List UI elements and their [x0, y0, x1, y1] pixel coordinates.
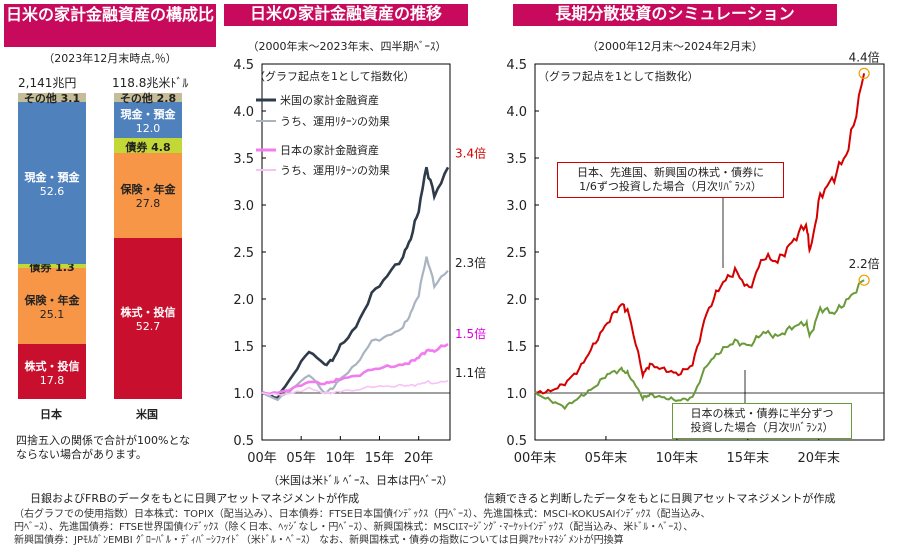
chart3-ylabel-7: 4.0 [506, 105, 527, 120]
chart2-ylabel-2: 1.5 [233, 340, 254, 355]
chart3-ylabel-1: 1.0 [506, 387, 527, 402]
chart2-legend-label-0: 米国の家計金融資産 [280, 93, 379, 107]
chart2-ylabel-4: 2.5 [233, 246, 254, 261]
chart2-ylabel-5: 3.0 [233, 199, 254, 214]
us-label: 米国 [136, 406, 158, 422]
chart2-series-2 [262, 344, 448, 394]
chart3-xlabel-3: 15年末 [727, 451, 770, 466]
chart2-xlabel-2: 10年 [326, 451, 356, 466]
chart2-end-label-3: 1.1倍 [455, 365, 486, 380]
panel2-subtitle: （2000年末～2023年末、四半期ﾍﾞｰｽ） [216, 38, 478, 54]
chart3-ylabel-8: 4.5 [506, 58, 527, 73]
chart3-end-label-1: 2.2倍 [849, 256, 880, 271]
chart2-end-label-2: 1.5倍 [455, 326, 486, 341]
chart3-ylabel-6: 3.5 [506, 152, 527, 167]
bar-us-label-stocks: 株式・投信 52.7 [110, 304, 186, 333]
panel3-inner-note: （グラフ起点を1として指数化） [538, 68, 699, 84]
chart2-xlabel-1: 05年 [286, 451, 316, 466]
chart2-ylabel-7: 4.0 [233, 105, 254, 120]
chart2-legend-label-3: うち、運用ﾘﾀｰﾝの効果 [280, 163, 390, 177]
footnote-line3: 新興国債券：JPﾓﾙｶﾞﾝEMBI ｸﾞﾛｰﾊﾞﾙ・ﾃﾞｨﾊﾞｰｼﾌｧｲﾄﾞ（米… [14, 534, 894, 547]
chart3-ylabel-2: 1.5 [506, 340, 527, 355]
japan-total: 2,141兆円 [18, 74, 76, 91]
chart3-end-marker-1 [859, 275, 869, 285]
chart3-ylabel-5: 3.0 [506, 199, 527, 214]
us-total: 118.8兆米ﾄﾞﾙ [112, 74, 188, 91]
chart3-series-0 [535, 73, 864, 393]
bar-us-label-insurance: 保険・年金 27.8 [110, 181, 186, 210]
chart3-xlabel-0: 00年末 [514, 451, 557, 466]
chart2-ylabel-1: 1.0 [233, 387, 254, 402]
chart2-ylabel-6: 3.5 [233, 152, 254, 167]
bar-us-label-bonds: 債券 4.8 [110, 139, 186, 155]
red-callout-line2: 1/6ずつ投資した場合（月次ﾘﾊﾞﾗﾝｽ） [560, 180, 781, 194]
panel3-title: 長期分散投資のシミュレーション [513, 4, 837, 26]
japan-label: 日本 [40, 406, 62, 422]
chart2-legend-label-1: うち、運用ﾘﾀｰﾝの効果 [280, 114, 390, 128]
bar-jp-label-cash: 現金・預金 52.6 [14, 169, 90, 198]
chart2-xlabel-0: 00年 [247, 451, 277, 466]
chart2-series-3 [262, 381, 448, 395]
chart3-ylabel-4: 2.5 [506, 246, 527, 261]
panel2-source: 日銀およびFRBのデータをもとに日興アセットマネジメントが作成 [30, 490, 359, 506]
chart3-ylabel-0: 0.5 [506, 434, 527, 449]
chart2-frame [262, 64, 450, 440]
bar-jp-label-stocks: 株式・投信 17.8 [14, 358, 90, 387]
chart3-frame [535, 64, 884, 440]
footnote-line2: 円ﾍﾞｰｽ）、先進国債券：FTSE世界国債ｲﾝﾃﾞｯｸｽ（除く日本、ﾍｯｼﾞなし… [14, 521, 894, 534]
chart3-end-label-0: 4.4倍 [849, 49, 880, 64]
panel3-subtitle: （2000年12月末～2024年2月末） [513, 38, 837, 54]
chart2-xlabel-3: 15年 [365, 451, 395, 466]
chart2-series-0 [262, 167, 448, 398]
chart3-series-1 [535, 280, 864, 408]
japan-stacked-bar: 株式・投信 17.8 保険・年金 25.1 債券 1.3 現金・預金 52.6 その他 3.1 [18, 93, 86, 399]
bar-us-label-other: その他 2.8 [110, 90, 186, 106]
chart3-xlabel-4: 20年末 [797, 451, 840, 466]
rounding-note: 四捨五入の関係で合計が100%となならない場合があります。 [16, 434, 191, 462]
chart3-end-marker-0 [859, 68, 869, 78]
red-callout-line1: 日本、先進国、新興国の株式・債券に [560, 166, 781, 180]
chart2-end-label-1: 2.3倍 [455, 255, 486, 270]
chart3-ylabel-3: 2.0 [506, 293, 527, 308]
chart2-xlabel-4: 20年 [404, 451, 434, 466]
chart2-legend-label-2: 日本の家計金融資産 [280, 143, 379, 157]
chart3-xlabel-1: 05年末 [585, 451, 628, 466]
us-stacked-bar: 株式・投信 52.7 保険・年金 27.8 債券 4.8 現金・預金 12.0 その他 2.8 [114, 93, 182, 399]
chart2-ylabel-3: 2.0 [233, 293, 254, 308]
bar-jp-label-other: その他 3.1 [14, 90, 90, 106]
bar-jp-label-insurance: 保険・年金 25.1 [14, 292, 90, 321]
chart3-xlabel-2: 10年末 [656, 451, 699, 466]
green-callout-line2: 投資した場合（月次ﾘﾊﾞﾗﾝｽ） [675, 421, 849, 435]
chart2-ylabel-8: 4.5 [233, 58, 254, 73]
red-series-callout: 日本、先進国、新興国の株式・債券に 1/6ずつ投資した場合（月次ﾘﾊﾞﾗﾝｽ） [557, 162, 784, 198]
panel3-source: 信頼できると判断したデータをもとに日興アセットマネジメントが作成 [484, 490, 835, 506]
chart2-series-1 [262, 257, 448, 400]
panel2-title: 日米の家計金融資産の推移 [224, 4, 468, 26]
chart2-end-label-0: 3.4倍 [455, 145, 486, 160]
panel1-title: 日米の家計金融資産の構成比 [4, 4, 216, 47]
panel2-inner-note: （グラフ起点を1として指数化） [254, 68, 415, 84]
panel2-axis-note: （米国は米ﾄﾞﾙ ﾍﾞｰｽ、日本は円ﾍﾞｰｽ） [268, 472, 453, 488]
chart2-ylabel-0: 0.5 [233, 434, 254, 449]
footnote-line1: （右グラフでの使用指数）日本株式：TOPIX（配当込み）、日本債券：FTSE日本… [14, 508, 894, 521]
green-callout-line1: 日本の株式・債券に半分ずつ [675, 407, 849, 421]
panel1-subtitle: （2023年12月末時点,％） [4, 50, 216, 66]
bar-us-label-cash: 現金・預金 12.0 [110, 106, 186, 135]
green-series-callout: 日本の株式・債券に半分ずつ 投資した場合（月次ﾘﾊﾞﾗﾝｽ） [672, 403, 852, 439]
index-footnote: （右グラフでの使用指数）日本株式：TOPIX（配当込み）、日本債券：FTSE日本… [14, 508, 894, 547]
